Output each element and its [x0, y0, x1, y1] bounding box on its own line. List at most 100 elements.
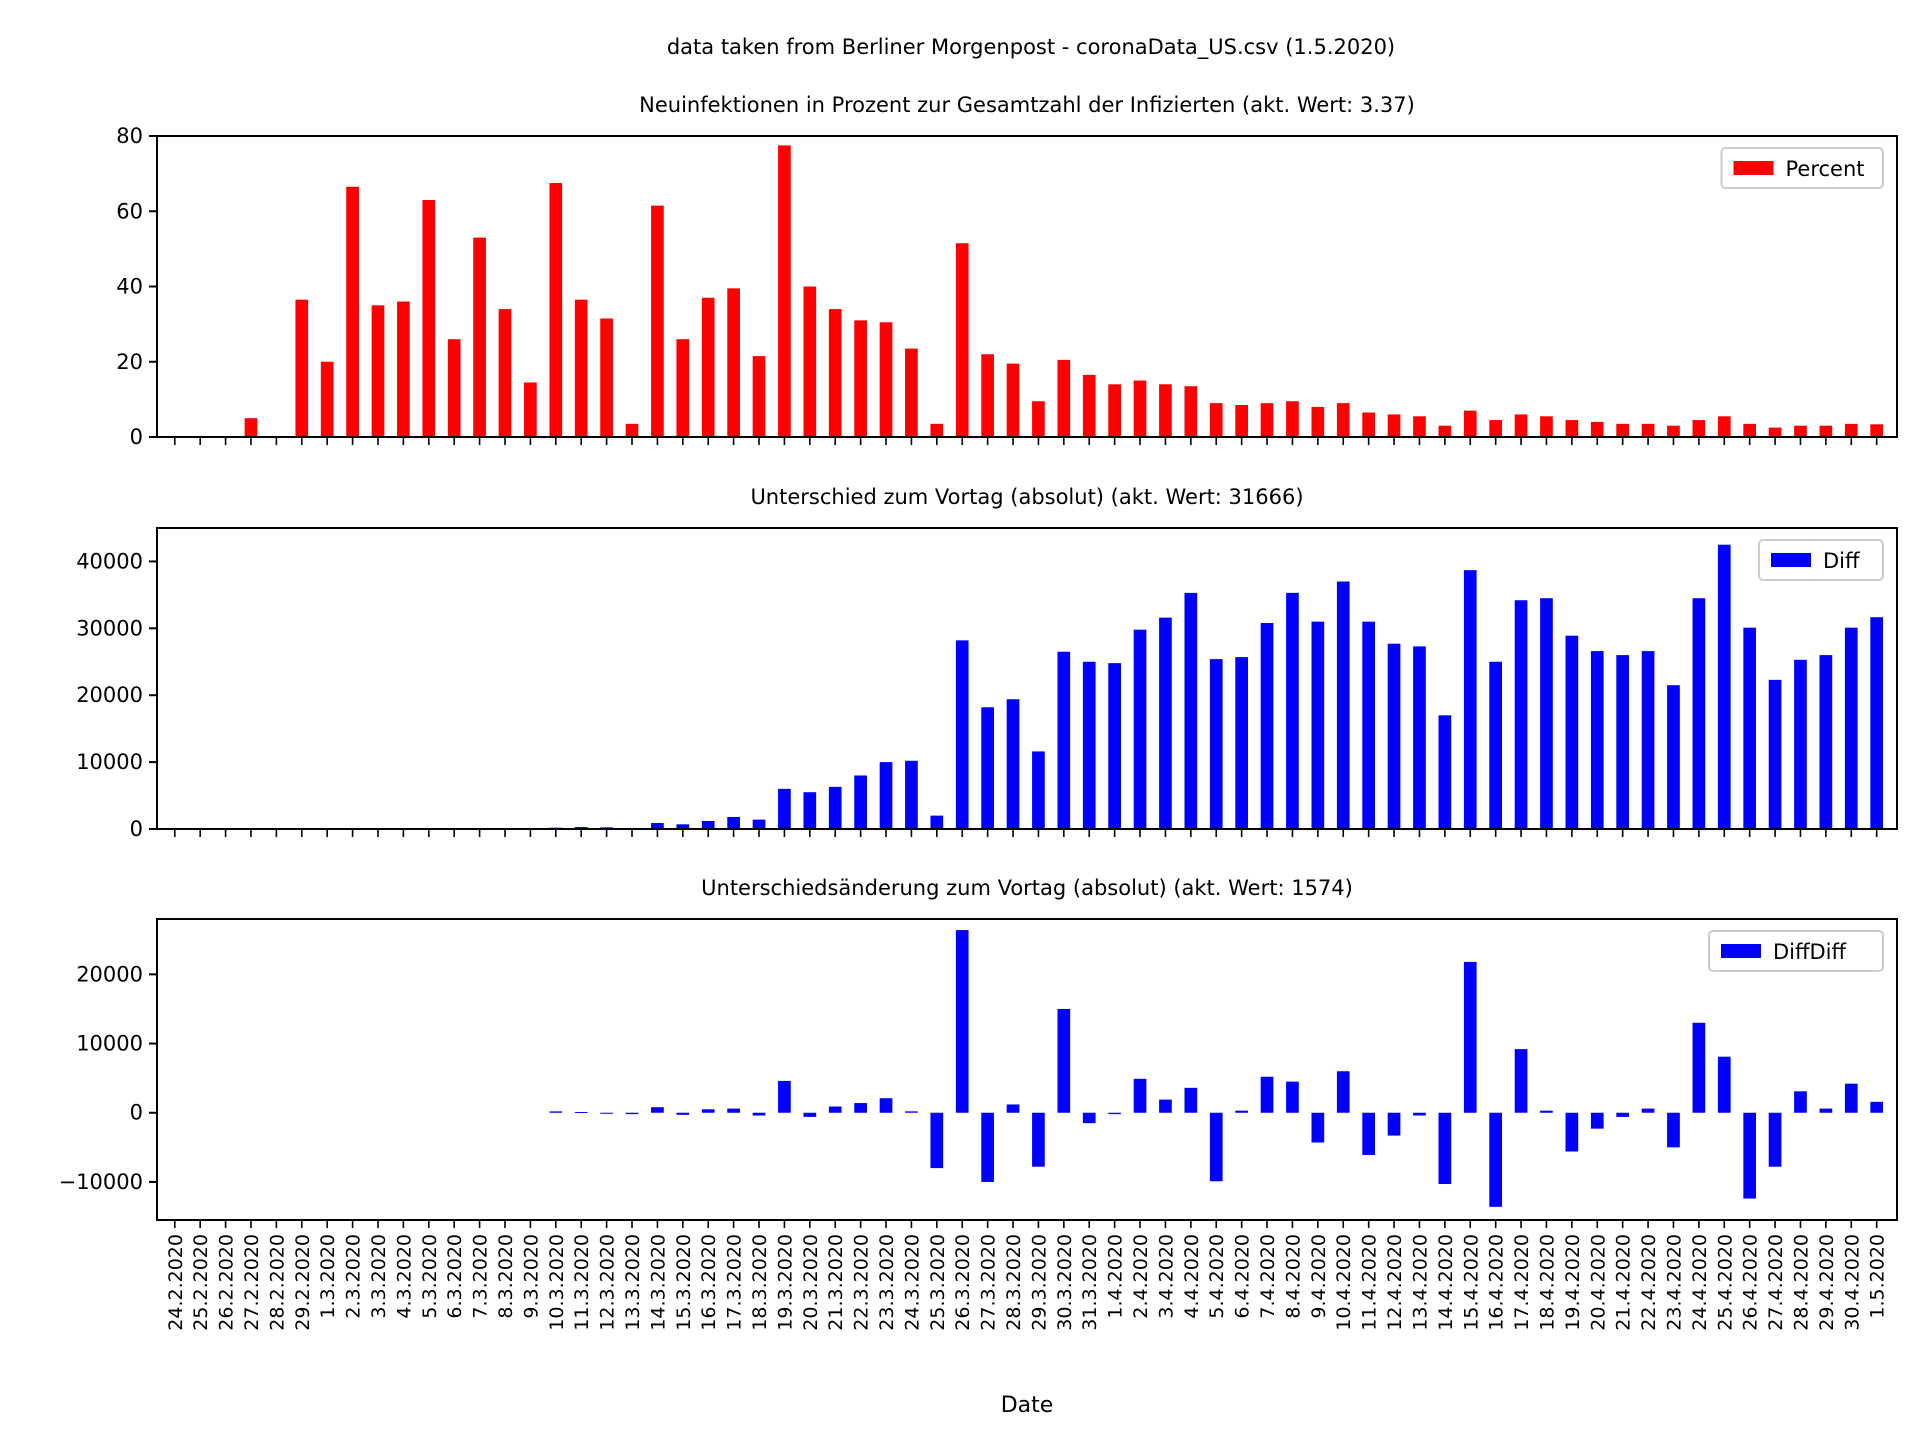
bar-1-11.4.2020 [1362, 412, 1375, 437]
bar-2-23.4.2020 [1667, 685, 1680, 829]
bar-1-28.3.2020 [1006, 363, 1020, 437]
y-tick-label-2-2: 20000 [76, 683, 143, 707]
bar-2-27.4.2020 [1768, 679, 1782, 829]
x-tick-label-8.4.2020: 8.4.2020 [1282, 1234, 1304, 1319]
bar-2-26.4.2020 [1743, 627, 1757, 829]
bar-3-9.4.2020 [1311, 1112, 1325, 1143]
bar-1-20.3.2020 [803, 286, 817, 437]
y-tick-label-1-1: 20 [116, 350, 143, 374]
bar-1-29.4.2020 [1819, 425, 1833, 437]
bar-2-30.3.2020 [1057, 651, 1071, 829]
bar-1-4.3.2020 [397, 301, 410, 437]
bar-3-15.3.2020 [676, 1112, 690, 1115]
x-tick-label-18.3.2020: 18.3.2020 [749, 1234, 771, 1331]
bar-2-24.4.2020 [1692, 598, 1706, 829]
x-tick-label-22.4.2020: 22.4.2020 [1638, 1234, 1660, 1331]
x-tick-label-30.3.2020: 30.3.2020 [1054, 1234, 1076, 1331]
bar-1-10.3.2020 [549, 183, 563, 437]
y-tick-label-3-2: 10000 [76, 1032, 143, 1056]
bar-3-17.3.2020 [727, 1108, 740, 1113]
bar-2-6.4.2020 [1235, 657, 1248, 829]
x-tick-label-24.3.2020: 24.3.2020 [901, 1234, 923, 1331]
bar-2-25.4.2020 [1717, 544, 1731, 829]
bar-1-20.4.2020 [1590, 421, 1604, 437]
x-tick-label-18.4.2020: 18.4.2020 [1536, 1234, 1558, 1331]
bar-2-16.3.2020 [701, 820, 715, 829]
y-tick-label-3-3: 20000 [76, 962, 143, 986]
bar-1-18.3.2020 [752, 356, 766, 437]
bar-3-31.3.2020 [1082, 1112, 1096, 1124]
bar-1-2.3.2020 [346, 186, 359, 437]
x-tick-label-1.4.2020: 1.4.2020 [1105, 1234, 1127, 1319]
bar-1-21.4.2020 [1616, 423, 1630, 437]
bar-2-19.4.2020 [1565, 635, 1579, 829]
bar-3-18.4.2020 [1540, 1110, 1553, 1113]
bar-2-14.4.2020 [1438, 715, 1452, 829]
bar-1-1.4.2020 [1108, 384, 1121, 437]
bar-3-27.4.2020 [1768, 1112, 1782, 1167]
bar-1-14.3.2020 [651, 205, 664, 437]
bar-3-29.4.2020 [1819, 1108, 1833, 1113]
y-tick-label-3-1: 0 [130, 1101, 143, 1125]
legend-box-1 [1720, 147, 1884, 189]
bar-3-30.4.2020 [1844, 1083, 1858, 1113]
bar-3-13.4.2020 [1413, 1112, 1426, 1116]
bar-2-11.4.2020 [1362, 621, 1375, 829]
x-tick-label-3.3.2020: 3.3.2020 [368, 1234, 390, 1319]
bar-2-23.3.2020 [879, 762, 893, 829]
x-tick-label-27.3.2020: 27.3.2020 [978, 1234, 1000, 1331]
x-tick-label-12.3.2020: 12.3.2020 [597, 1234, 619, 1331]
x-tick-label-29.3.2020: 29.3.2020 [1028, 1234, 1050, 1331]
bar-2-20.4.2020 [1590, 651, 1604, 829]
y-tick-label-2-4: 40000 [76, 549, 143, 573]
bar-1-29.3.2020 [1032, 401, 1045, 437]
y-tick-label-2-0: 0 [130, 817, 143, 841]
bar-2-28.4.2020 [1794, 659, 1807, 829]
x-tick-label-27.2.2020: 27.2.2020 [241, 1234, 263, 1331]
bar-2-1.4.2020 [1108, 663, 1121, 829]
bar-3-24.3.2020 [905, 1111, 918, 1113]
bar-2-14.3.2020 [651, 822, 664, 829]
x-tick-label-4.4.2020: 4.4.2020 [1181, 1234, 1203, 1319]
x-tick-label-15.4.2020: 15.4.2020 [1460, 1234, 1482, 1331]
bar-2-11.3.2020 [574, 826, 588, 829]
bar-3-3.4.2020 [1159, 1099, 1172, 1113]
bar-2-15.3.2020 [676, 824, 690, 829]
bar-2-24.3.2020 [905, 760, 918, 829]
axes-frame-2 [156, 527, 1898, 830]
bar-1-24.3.2020 [905, 348, 918, 437]
figure-title: data taken from Berliner Morgenpost - co… [667, 35, 1395, 60]
bar-3-10.3.2020 [549, 1111, 563, 1113]
bar-3-26.3.2020 [955, 930, 969, 1113]
x-tick-label-1.5.2020: 1.5.2020 [1867, 1234, 1889, 1319]
bar-3-12.3.2020 [600, 1112, 613, 1114]
x-tick-label-23.4.2020: 23.4.2020 [1663, 1234, 1685, 1331]
bar-1-27.2.2020 [244, 418, 258, 437]
bar-1-26.4.2020 [1743, 423, 1757, 437]
bar-3-22.3.2020 [854, 1103, 867, 1113]
x-tick-label-26.4.2020: 26.4.2020 [1740, 1234, 1762, 1331]
x-tick-label-10.3.2020: 10.3.2020 [546, 1234, 568, 1331]
y-tick-label-3-0: −10000 [59, 1170, 143, 1194]
bar-3-28.4.2020 [1794, 1091, 1807, 1113]
x-tick-label-30.4.2020: 30.4.2020 [1841, 1234, 1863, 1331]
x-tick-label-29.4.2020: 29.4.2020 [1816, 1234, 1838, 1331]
x-tick-label-6.3.2020: 6.3.2020 [444, 1234, 466, 1319]
bar-2-7.4.2020 [1260, 622, 1274, 829]
x-tick-label-4.3.2020: 4.3.2020 [393, 1234, 415, 1319]
bar-1-19.4.2020 [1565, 420, 1579, 437]
bar-1-13.4.2020 [1413, 416, 1426, 437]
axes-frame-3 [156, 918, 1898, 1221]
bar-2-26.3.2020 [955, 640, 969, 829]
x-tick-label-26.2.2020: 26.2.2020 [216, 1234, 238, 1331]
legend-label-3: DiffDiff [1773, 940, 1846, 964]
bar-2-21.4.2020 [1616, 655, 1630, 829]
bar-3-1.4.2020 [1108, 1112, 1121, 1115]
x-tick-label-7.3.2020: 7.3.2020 [470, 1234, 492, 1319]
bar-1-19.3.2020 [778, 145, 791, 437]
bar-2-13.4.2020 [1413, 646, 1426, 829]
bar-1-29.2.2020 [295, 299, 309, 437]
x-tick-label-1.3.2020: 1.3.2020 [317, 1234, 339, 1319]
bar-1-17.3.2020 [727, 288, 740, 437]
x-tick-label-28.3.2020: 28.3.2020 [1003, 1234, 1025, 1331]
